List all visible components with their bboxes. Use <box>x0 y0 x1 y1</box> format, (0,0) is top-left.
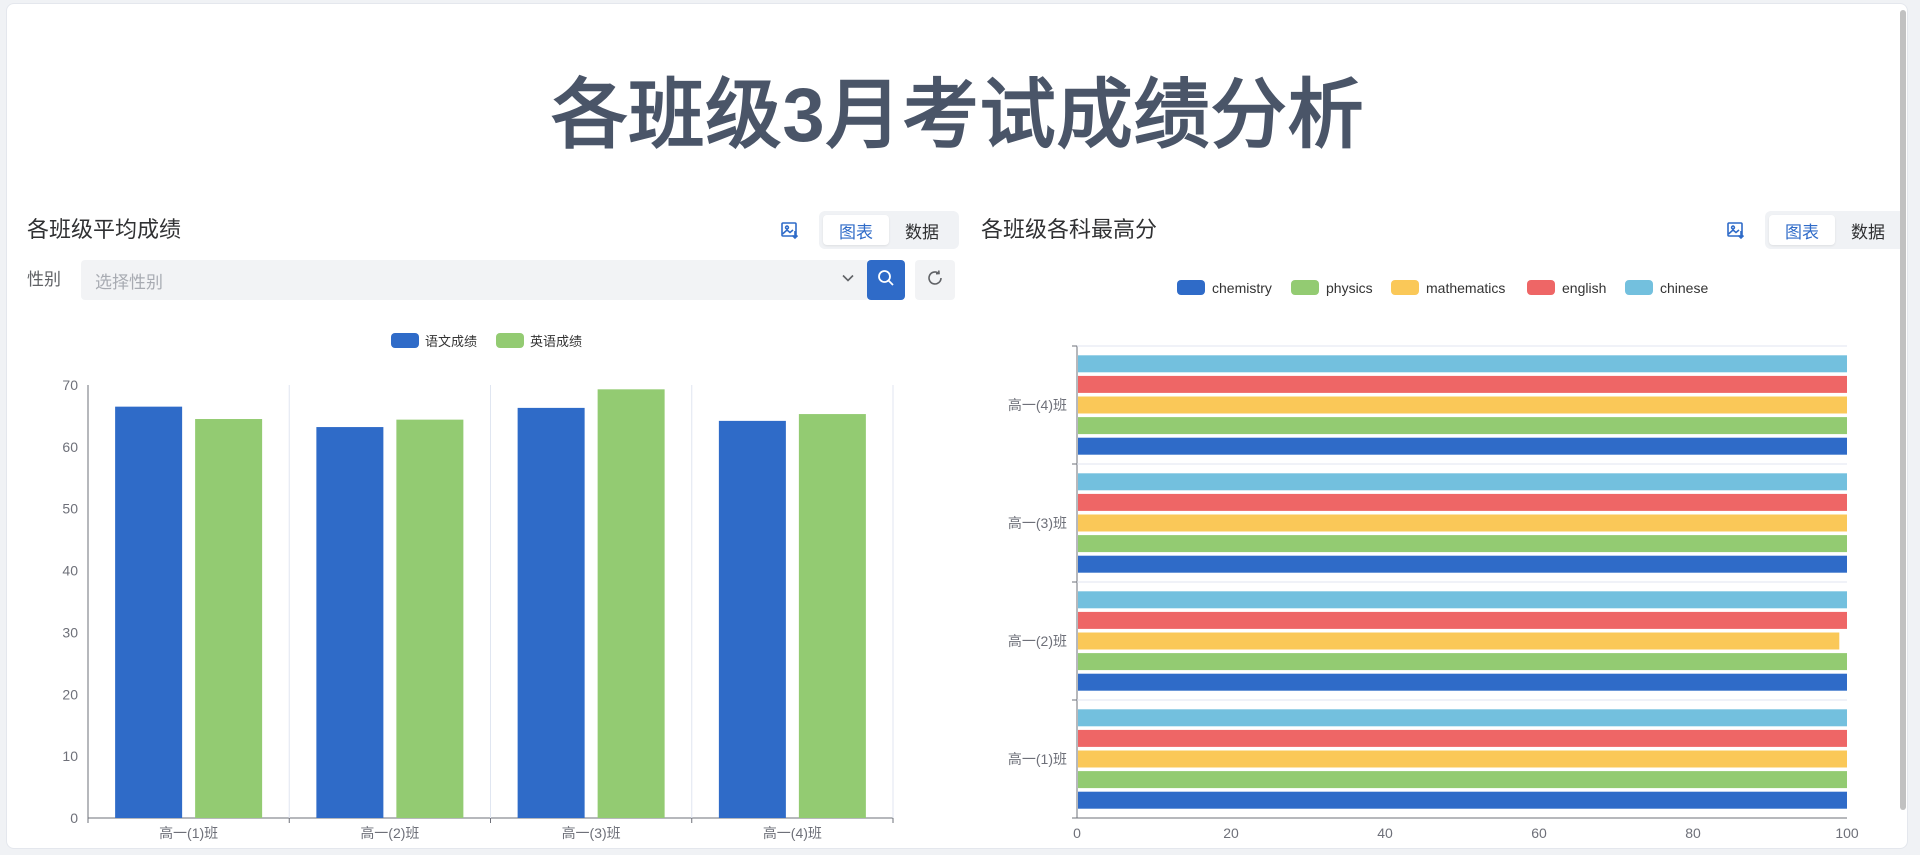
y-tick-label: 10 <box>62 748 78 764</box>
legend-label: mathematics <box>1426 280 1505 296</box>
x-tick-label: 高一(2)班 <box>360 825 419 841</box>
bar-chinese <box>1078 591 1847 609</box>
bar-physics <box>1078 417 1847 435</box>
legend-label: chinese <box>1660 280 1708 296</box>
top-score-bar-chart: chemistry physics mathematics english chines… <box>1008 280 1859 841</box>
tab-data[interactable]: 数据 <box>905 222 939 242</box>
view-switch: 图表 数据 <box>1765 211 1905 249</box>
y-tick-label: 30 <box>62 624 78 640</box>
bar-语文成绩 <box>718 420 786 818</box>
y-tick-label: 高一(3)班 <box>1008 515 1067 531</box>
legend-swatch <box>1291 280 1319 295</box>
gender-label: 性别 <box>27 270 61 289</box>
scrollbar[interactable] <box>1899 4 1907 848</box>
bar-chemistry <box>1078 555 1847 573</box>
legend-swatch <box>1625 280 1653 295</box>
legend-swatch <box>1177 280 1205 295</box>
y-tick-label: 高一(2)班 <box>1008 633 1067 649</box>
legend-label: 语文成绩 <box>425 334 477 349</box>
bar-mathematics <box>1078 632 1840 650</box>
image-download-icon[interactable] <box>775 215 805 245</box>
legend-swatch <box>1391 280 1419 295</box>
bar-physics <box>1078 771 1847 789</box>
bar-chemistry <box>1078 437 1847 455</box>
bar-英语成绩 <box>396 419 464 818</box>
y-tick-label: 高一(4)班 <box>1008 397 1067 413</box>
x-tick-label: 80 <box>1685 825 1701 841</box>
y-tick-label: 20 <box>62 686 78 702</box>
panel-title: 各班级各科最高分 <box>981 217 1158 242</box>
panel-title: 各班级平均成绩 <box>27 217 182 242</box>
x-tick-label: 100 <box>1835 825 1859 841</box>
x-tick-label: 0 <box>1073 825 1081 841</box>
y-tick-label: 50 <box>62 501 78 517</box>
x-tick-label: 60 <box>1531 825 1547 841</box>
search-icon <box>877 269 895 292</box>
bar-mathematics <box>1078 750 1847 768</box>
bar-english <box>1078 493 1847 511</box>
y-tick-label: 70 <box>62 377 78 393</box>
bar-mathematics <box>1078 514 1847 532</box>
bar-physics <box>1078 535 1847 553</box>
gender-select[interactable]: 选择性别 <box>81 260 869 300</box>
x-tick-label: 高一(1)班 <box>159 825 218 841</box>
average-score-panel: 各班级平均成绩 图表 数据 性别 选择性别 <box>21 206 959 846</box>
legend-label: chemistry <box>1212 280 1272 296</box>
reset-button[interactable] <box>915 260 955 300</box>
legend-swatch <box>391 333 419 348</box>
bar-chemistry <box>1078 791 1847 809</box>
legend-label: 英语成绩 <box>530 334 582 349</box>
tab-data[interactable]: 数据 <box>1851 222 1885 242</box>
refresh-icon <box>926 269 944 292</box>
view-switch: 图表 数据 <box>819 211 959 249</box>
x-tick-label: 20 <box>1223 825 1239 841</box>
x-tick-label: 高一(4)班 <box>763 825 822 841</box>
chevron-down-icon <box>841 271 855 290</box>
y-tick-label: 0 <box>70 810 78 826</box>
dashboard-page: 各班级3月考试成绩分析 各班级平均成绩 图表 数据 性别 选择性别 <box>6 3 1908 849</box>
bar-语文成绩 <box>517 407 585 818</box>
tab-chart[interactable]: 图表 <box>823 215 889 245</box>
bar-chinese <box>1078 355 1847 373</box>
x-tick-label: 40 <box>1377 825 1393 841</box>
bar-chinese <box>1078 473 1847 491</box>
y-tick-label: 60 <box>62 439 78 455</box>
bar-英语成绩 <box>195 419 263 818</box>
top-score-panel: 各班级各科最高分 图表 数据 chemistry physics mathemati… <box>975 206 1907 846</box>
bar-chemistry <box>1078 673 1847 691</box>
legend-label: english <box>1562 280 1606 296</box>
gender-select-placeholder: 选择性别 <box>95 272 163 292</box>
bar-语文成绩 <box>316 427 384 818</box>
tab-chart[interactable]: 图表 <box>1769 215 1835 245</box>
bar-mathematics <box>1078 396 1847 414</box>
panel-toolbar: 图表 数据 <box>775 210 959 250</box>
x-tick-label: 高一(3)班 <box>562 825 621 841</box>
bar-physics <box>1078 653 1847 671</box>
filter-row: 性别 选择性别 <box>21 260 959 300</box>
legend-swatch <box>496 333 524 348</box>
scrollbar-thumb[interactable] <box>1900 10 1906 810</box>
page-title: 各班级3月考试成绩分析 <box>551 73 1365 158</box>
bar-english <box>1078 375 1847 393</box>
bar-english <box>1078 611 1847 629</box>
image-download-icon[interactable] <box>1721 215 1751 245</box>
legend-swatch <box>1527 280 1555 295</box>
y-tick-label: 40 <box>62 563 78 579</box>
panel-toolbar: 图表 数据 <box>1721 210 1905 250</box>
bar-英语成绩 <box>597 389 665 818</box>
bar-english <box>1078 729 1847 747</box>
bar-英语成绩 <box>798 414 866 818</box>
average-score-bar-chart: 语文成绩 英语成绩 0 10 20 30 40 50 60 70 高一(1)班 高一(2)班 高一(3)… <box>62 333 894 841</box>
search-button[interactable] <box>867 260 905 300</box>
bar-语文成绩 <box>115 406 183 818</box>
legend-label: physics <box>1326 280 1373 296</box>
bar-chinese <box>1078 709 1847 727</box>
y-tick-label: 高一(1)班 <box>1008 751 1067 767</box>
